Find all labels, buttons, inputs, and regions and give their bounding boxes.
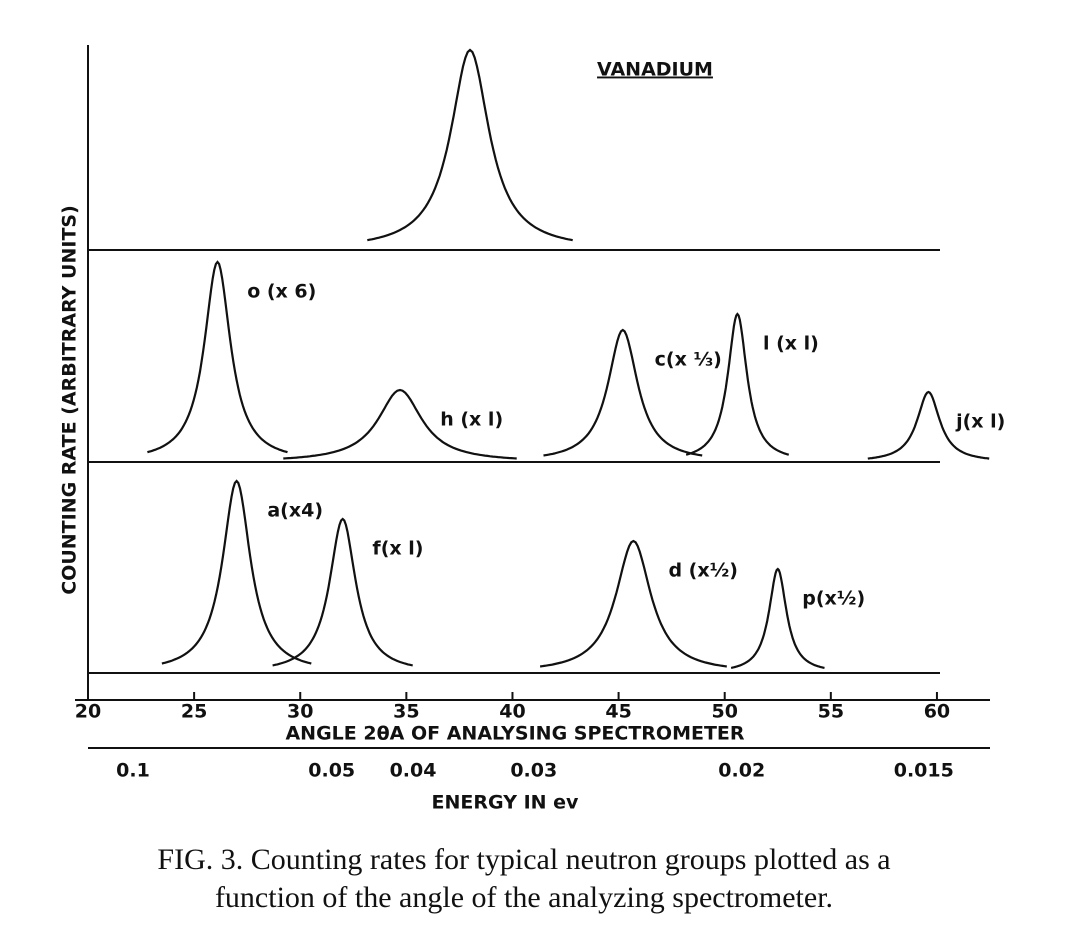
caption-text: function of the angle of the analyzing s… [215, 881, 833, 914]
peak-curve [730, 567, 825, 669]
x2-tick-label: 0.04 [390, 760, 437, 782]
x-tick-label: 25 [181, 701, 207, 723]
peak-label: a(x4) [267, 500, 323, 522]
x-axis-label: ANGLE 2θA OF ANALYSING SPECTROMETER [285, 723, 744, 745]
peak-curve [283, 388, 517, 460]
peak-label: l (x l) [763, 333, 819, 355]
x2-tick-label: 0.1 [116, 760, 150, 782]
x-tick-label: 45 [605, 701, 631, 723]
x-tick-label: 50 [711, 701, 737, 723]
peak-curve [272, 517, 413, 667]
peak-curve [867, 390, 990, 460]
peak-curve [543, 328, 703, 457]
peak-label: c(x ⅓) [655, 349, 722, 371]
peak-label: h (x l) [440, 409, 503, 431]
peak-label: f(x l) [372, 538, 423, 560]
x-tick-label: 30 [287, 701, 313, 723]
y-axis-label: COUNTING RATE (ARBITRARY UNITS) [59, 205, 81, 595]
x2-tick-label: 0.05 [308, 760, 355, 782]
peak-curve [539, 539, 727, 668]
caption-label: FIG. 3. [157, 843, 243, 876]
x-tick-label: 40 [499, 701, 525, 723]
panel-title: VANADIUM [597, 59, 713, 81]
peak-label: d (x½) [668, 560, 738, 582]
peak-label: p(x½) [802, 588, 865, 610]
peak-label: o (x 6) [247, 281, 316, 303]
x-tick-label: 35 [393, 701, 419, 723]
x2-axis-label: ENERGY IN ev [432, 792, 580, 814]
peak-curve [147, 260, 288, 454]
x2-tick-label: 0.03 [510, 760, 557, 782]
x-tick-label: 55 [818, 701, 844, 723]
x-tick-label: 20 [75, 701, 101, 723]
caption-line: FIG. 3. Counting rates for typical neutr… [157, 843, 890, 876]
peak-curve [367, 48, 573, 242]
x2-tick-label: 0.02 [718, 760, 765, 782]
peak-curve [161, 479, 312, 665]
x-tick-label: 60 [924, 701, 950, 723]
peak-label: j(x l) [955, 411, 1005, 433]
x2-tick-label: 0.015 [894, 760, 954, 782]
peak-curve [685, 312, 790, 456]
caption-text: Counting rates for typical neutron group… [251, 843, 891, 876]
